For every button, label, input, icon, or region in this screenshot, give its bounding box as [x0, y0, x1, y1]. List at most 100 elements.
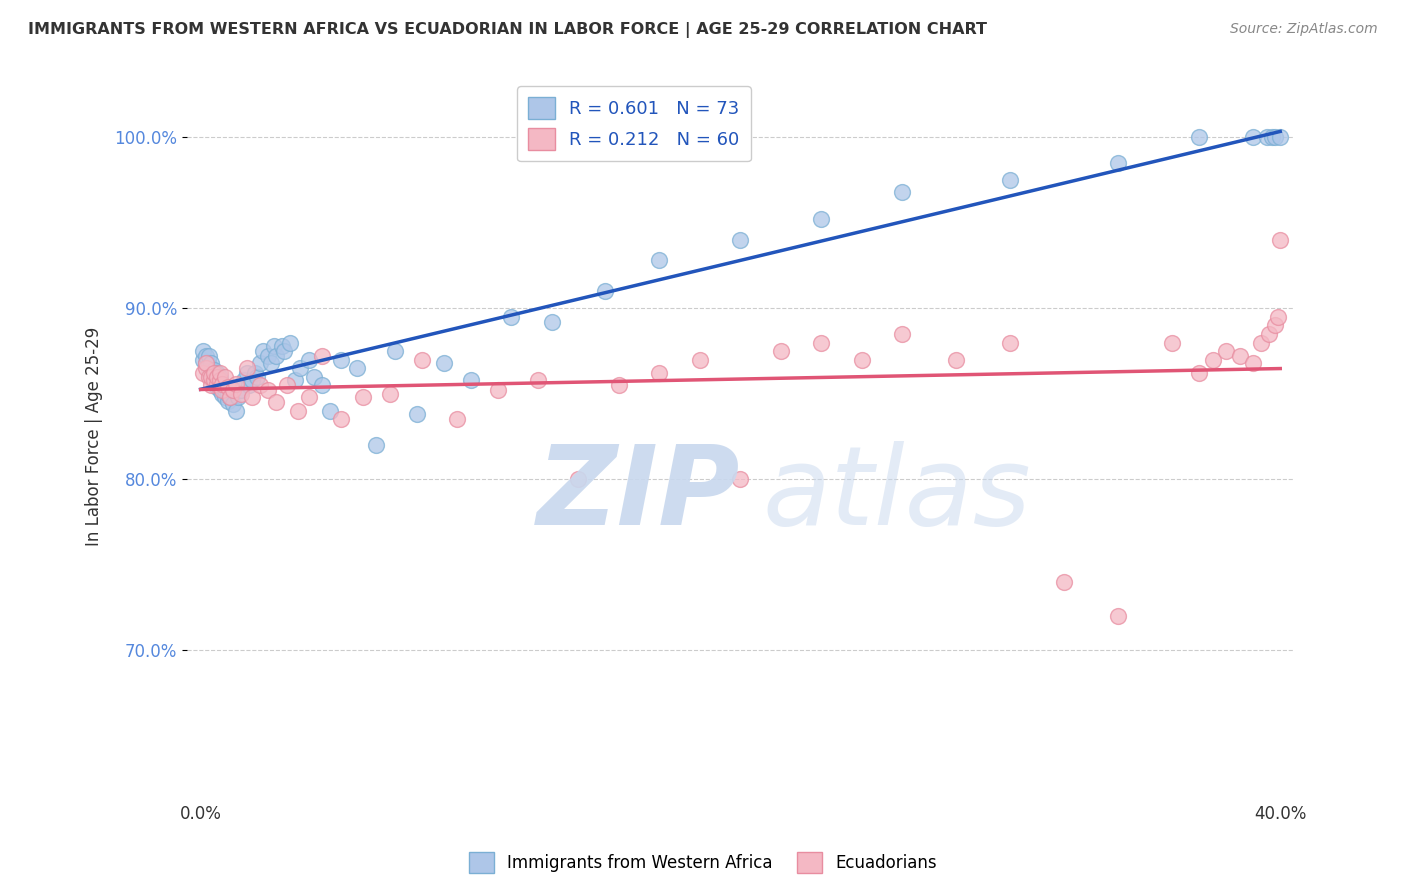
Point	[214, 390, 236, 404]
Point	[200, 369, 222, 384]
Point	[235, 367, 257, 381]
Point	[264, 349, 287, 363]
Point	[499, 310, 522, 324]
Point	[217, 387, 239, 401]
Point	[222, 397, 245, 411]
Point	[200, 378, 222, 392]
Point	[411, 352, 433, 367]
Point	[330, 412, 353, 426]
Point	[567, 472, 589, 486]
Point	[607, 378, 630, 392]
Point	[1256, 130, 1278, 145]
Point	[319, 404, 342, 418]
Point	[205, 376, 228, 391]
Point	[527, 373, 550, 387]
Point	[200, 369, 222, 384]
Point	[202, 376, 225, 391]
Point	[229, 387, 252, 401]
Point	[1000, 173, 1022, 187]
Point	[1241, 356, 1264, 370]
Point	[769, 344, 792, 359]
Point	[540, 315, 562, 329]
Point	[208, 373, 231, 387]
Point	[193, 367, 215, 381]
Point	[252, 344, 274, 359]
Point	[1107, 609, 1129, 624]
Point	[1270, 130, 1292, 145]
Point	[200, 356, 222, 370]
Point	[205, 367, 228, 381]
Point	[208, 367, 231, 381]
Point	[197, 369, 219, 384]
Point	[1264, 130, 1286, 145]
Point	[1000, 335, 1022, 350]
Point	[284, 373, 307, 387]
Legend: R = 0.601   N = 73, R = 0.212   N = 60: R = 0.601 N = 73, R = 0.212 N = 60	[517, 87, 751, 161]
Point	[1258, 326, 1281, 341]
Point	[225, 404, 247, 418]
Point	[214, 369, 236, 384]
Point	[689, 352, 711, 367]
Point	[232, 373, 254, 387]
Point	[197, 365, 219, 379]
Point	[364, 438, 387, 452]
Point	[1261, 130, 1284, 145]
Point	[202, 373, 225, 387]
Point	[211, 387, 233, 401]
Point	[1107, 156, 1129, 170]
Point	[260, 356, 283, 370]
Point	[208, 369, 231, 384]
Point	[276, 378, 298, 392]
Point	[730, 233, 752, 247]
Point	[246, 369, 269, 384]
Point	[346, 361, 368, 376]
Point	[222, 384, 245, 398]
Point	[240, 390, 263, 404]
Point	[1264, 318, 1286, 333]
Text: Source: ZipAtlas.com: Source: ZipAtlas.com	[1230, 22, 1378, 37]
Point	[297, 352, 319, 367]
Point	[235, 361, 257, 376]
Point	[302, 369, 325, 384]
Point	[1202, 352, 1225, 367]
Point	[1188, 130, 1211, 145]
Point	[205, 380, 228, 394]
Point	[405, 408, 427, 422]
Point	[278, 335, 301, 350]
Point	[228, 390, 250, 404]
Point	[1053, 574, 1076, 589]
Point	[202, 363, 225, 377]
Point	[193, 352, 215, 367]
Legend: Immigrants from Western Africa, Ecuadorians: Immigrants from Western Africa, Ecuadori…	[463, 846, 943, 880]
Point	[238, 378, 260, 392]
Point	[810, 335, 832, 350]
Point	[200, 363, 222, 377]
Point	[205, 369, 228, 384]
Point	[1241, 130, 1264, 145]
Point	[217, 393, 239, 408]
Point	[1270, 233, 1292, 247]
Point	[595, 284, 617, 298]
Point	[273, 344, 295, 359]
Point	[891, 185, 914, 199]
Text: IMMIGRANTS FROM WESTERN AFRICA VS ECUADORIAN IN LABOR FORCE | AGE 25-29 CORRELAT: IMMIGRANTS FROM WESTERN AFRICA VS ECUADO…	[28, 22, 987, 38]
Point	[193, 344, 215, 359]
Point	[208, 376, 231, 391]
Point	[264, 395, 287, 409]
Point	[460, 373, 482, 387]
Text: ZIP: ZIP	[537, 441, 741, 548]
Point	[648, 367, 671, 381]
Point	[263, 339, 285, 353]
Point	[211, 376, 233, 391]
Point	[211, 380, 233, 394]
Point	[1229, 349, 1251, 363]
Point	[257, 384, 280, 398]
Point	[249, 378, 271, 392]
Point	[211, 384, 233, 398]
Point	[810, 212, 832, 227]
Point	[891, 326, 914, 341]
Point	[1188, 367, 1211, 381]
Point	[352, 390, 374, 404]
Point	[290, 361, 312, 376]
Point	[270, 339, 292, 353]
